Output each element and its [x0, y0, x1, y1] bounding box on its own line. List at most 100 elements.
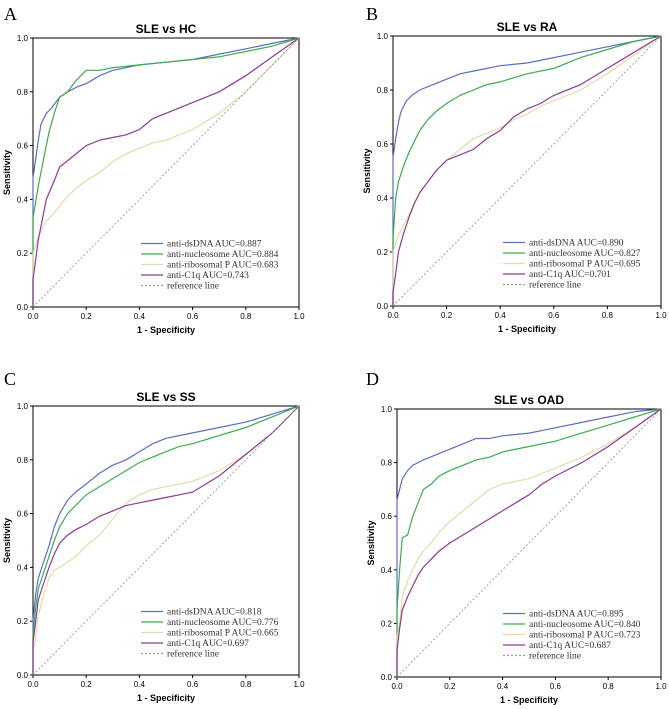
- roc-curve-anti-c1q: [32, 405, 300, 675]
- y-axis-label: Sensitivity: [2, 518, 12, 563]
- x-tick-label: 0.8: [602, 311, 614, 320]
- roc-curve-reference-line: [396, 408, 662, 678]
- y-tick-label: 1.0: [17, 34, 29, 43]
- y-tick-label: 0.8: [17, 88, 29, 97]
- panel-letter: D: [366, 369, 379, 389]
- y-tick-label: 0.2: [17, 617, 29, 626]
- y-tick-label: 0.4: [17, 563, 29, 572]
- y-tick-label: 0.4: [377, 194, 389, 203]
- chart-title: SLE vs SS: [136, 390, 195, 404]
- legend-label: anti-dsDNA AUC=0.890: [529, 239, 624, 249]
- roc-curve-reference-line: [32, 37, 300, 308]
- x-tick-label: 0.8: [240, 312, 252, 321]
- x-tick-label: 0.0: [387, 311, 399, 320]
- x-tick-label: 0.2: [81, 312, 93, 321]
- y-axis-label: Sensitivity: [362, 148, 372, 193]
- y-tick-label: 0.8: [17, 456, 29, 465]
- legend-label: anti-nucleosome AUC=0.776: [167, 618, 279, 628]
- y-axis-label: Sensitivity: [366, 520, 376, 565]
- roc-curve-anti-nucleosome: [32, 37, 300, 307]
- y-tick-label: 1.0: [381, 405, 393, 414]
- x-tick-label: 0.0: [27, 680, 39, 689]
- x-tick-label: 0.4: [134, 312, 146, 321]
- roc-curve-anti-nucleosome: [32, 405, 300, 675]
- legend-label: reference line: [167, 649, 219, 660]
- y-tick-label: 0.6: [17, 510, 29, 519]
- x-tick-label: 0.8: [240, 680, 252, 689]
- legend-label: anti-ribosomal P AUC=0.683: [167, 261, 279, 271]
- x-tick-label: 0.6: [187, 680, 199, 689]
- legend-label: anti-dsDNA AUC=0.818: [167, 608, 262, 618]
- roc-curve-anti-dsdna: [32, 37, 300, 307]
- x-tick-label: 0.4: [497, 682, 509, 691]
- x-tick-label: 0.2: [441, 311, 453, 320]
- chart-title: SLE vs OAD: [494, 393, 564, 407]
- roc-curve-anti-ribosomal-p: [32, 37, 300, 307]
- roc-curve-anti-c1q: [392, 35, 662, 306]
- legend-label: anti-ribosomal P AUC=0.723: [529, 631, 641, 641]
- roc-curve-anti-dsdna: [32, 405, 300, 675]
- y-tick-label: 0.2: [17, 249, 29, 258]
- panel-letter: A: [4, 4, 17, 24]
- roc-curve-anti-c1q: [32, 37, 300, 307]
- roc-curve-anti-nucleosome: [392, 35, 662, 306]
- x-axis-label: 1 - Specificity: [498, 324, 556, 334]
- roc-curve-anti-ribosomal-p: [32, 405, 300, 675]
- x-tick-label: 0.6: [548, 311, 560, 320]
- legend-label: anti-dsDNA AUC=0.895: [529, 610, 624, 620]
- y-tick-label: 0.0: [377, 302, 389, 311]
- legend-label: anti-nucleosome AUC=0.884: [167, 250, 279, 260]
- y-tick-label: 1.0: [17, 402, 29, 411]
- roc-panel-b: B SLE vs RA 0.00.0 0.2 0.2 0.4 0.4 0.6 0.6 0.8 0.8…: [362, 4, 667, 334]
- x-tick-label: 1.0: [655, 311, 667, 320]
- x-axis-label: 1 - Specificity: [137, 693, 195, 703]
- x-tick-label: 1.0: [293, 312, 305, 321]
- x-tick-label: 0.4: [134, 680, 146, 689]
- y-axis-label: Sensitivity: [2, 150, 12, 195]
- roc-panel-c: C SLE vs SS 0.00.0 0.2 0.2 0.4 0.4 0.6 0.6 0.8 0.8…: [2, 369, 305, 703]
- legend-label: anti-C1q AUC=0.701: [529, 270, 611, 280]
- roc-curve-anti-c1q: [396, 408, 662, 677]
- roc-curve-anti-dsdna: [392, 35, 662, 306]
- x-axis-label: 1 - Specificity: [500, 695, 558, 705]
- roc-curve-anti-dsdna: [396, 408, 662, 677]
- y-tick-label: 0.0: [17, 671, 29, 680]
- x-tick-label: 0.2: [81, 680, 93, 689]
- x-tick-label: 0.6: [550, 682, 562, 691]
- y-tick-label: 0.4: [381, 566, 393, 575]
- roc-curve-anti-ribosomal-p: [396, 408, 662, 677]
- y-tick-label: 0.8: [381, 459, 393, 468]
- legend-label: anti-nucleosome AUC=0.840: [529, 620, 641, 630]
- roc-curve-anti-nucleosome: [396, 408, 662, 677]
- y-tick-label: 0.6: [381, 512, 393, 521]
- roc-panel-a: A SLE vs HC 0.00.0 0.2 0.2 0.4 0.4 0.6 0.6 0.8 0.8…: [2, 4, 305, 335]
- y-tick-label: 0.6: [377, 140, 389, 149]
- x-tick-label: 0.2: [444, 682, 456, 691]
- y-tick-label: 0.8: [377, 86, 389, 95]
- y-tick-label: 0.2: [381, 619, 393, 628]
- legend-label: reference line: [529, 651, 581, 662]
- legend-label: reference line: [529, 280, 581, 291]
- x-tick-label: 0.0: [27, 312, 39, 321]
- x-tick-label: 0.0: [391, 682, 403, 691]
- legend-label: anti-C1q AUC=0.697: [167, 639, 249, 649]
- y-tick-label: 0.0: [17, 303, 29, 312]
- x-tick-label: 0.8: [603, 682, 615, 691]
- x-axis-label: 1 - Specificity: [137, 325, 195, 335]
- roc-curve-anti-ribosomal-p: [392, 35, 662, 306]
- y-tick-label: 0.2: [377, 248, 389, 257]
- roc-curve-reference-line: [392, 35, 662, 307]
- y-tick-label: 0.4: [17, 195, 29, 204]
- legend-label: anti-nucleosome AUC=0.827: [529, 249, 641, 259]
- x-tick-label: 0.4: [495, 311, 507, 320]
- legend-label: anti-ribosomal P AUC=0.695: [529, 260, 641, 270]
- panel-letter: B: [366, 4, 378, 24]
- roc-panel-d: D SLE vs OAD 0.00.0 0.2 0.2 0.4 0.4 0.6 0.6 0.8 0.…: [366, 369, 667, 705]
- chart-title: SLE vs RA: [497, 20, 558, 34]
- y-tick-label: 1.0: [377, 32, 389, 41]
